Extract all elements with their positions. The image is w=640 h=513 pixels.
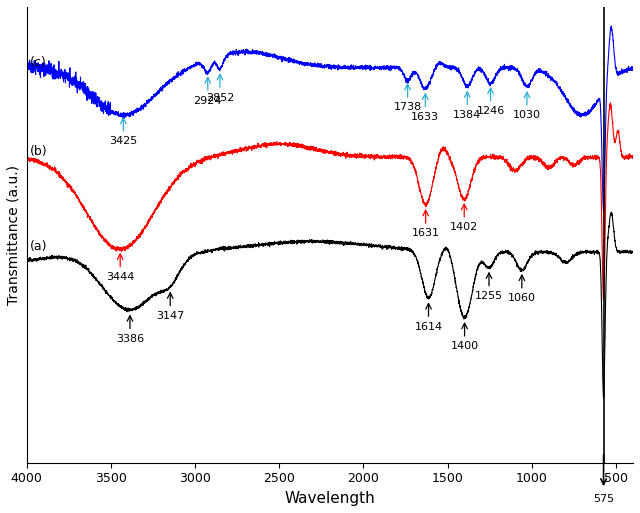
Text: 3147: 3147 xyxy=(156,311,184,321)
Text: 1255: 1255 xyxy=(475,291,503,301)
Text: 1060: 1060 xyxy=(508,293,536,303)
Text: 1402: 1402 xyxy=(450,223,478,232)
Text: 2924: 2924 xyxy=(193,96,222,106)
Text: 1614: 1614 xyxy=(415,322,443,332)
Text: 3386: 3386 xyxy=(116,334,144,344)
Text: 1030: 1030 xyxy=(513,110,541,121)
Text: (a): (a) xyxy=(30,240,47,253)
Text: 575: 575 xyxy=(593,495,614,504)
Text: 2852: 2852 xyxy=(205,93,234,103)
Text: 1246: 1246 xyxy=(476,106,504,116)
X-axis label: Wavelength: Wavelength xyxy=(284,491,375,506)
Text: 1633: 1633 xyxy=(412,112,439,122)
Y-axis label: Transmittance (a.u.): Transmittance (a.u.) xyxy=(7,165,21,305)
Text: (b): (b) xyxy=(30,145,47,159)
Text: 3444: 3444 xyxy=(106,272,134,282)
Text: 1631: 1631 xyxy=(412,228,440,239)
Text: 3425: 3425 xyxy=(109,136,138,146)
Text: 1738: 1738 xyxy=(394,103,422,112)
Text: (c): (c) xyxy=(30,56,47,69)
Text: 1400: 1400 xyxy=(451,342,479,351)
Text: 1384: 1384 xyxy=(453,110,481,120)
